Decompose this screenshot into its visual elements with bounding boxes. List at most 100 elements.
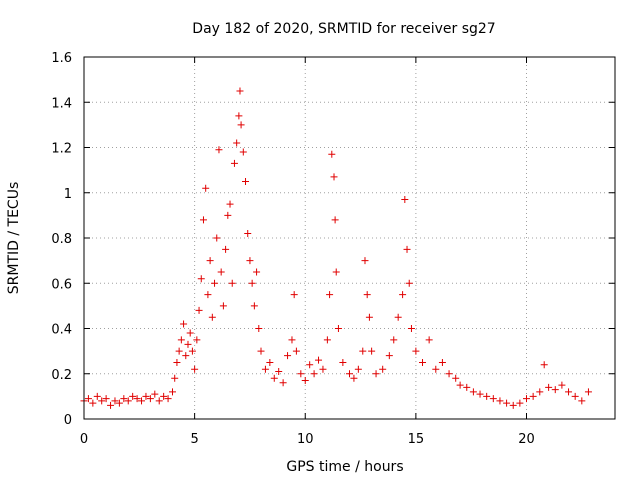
data-point bbox=[365, 313, 373, 321]
data-point bbox=[191, 365, 199, 373]
data-point bbox=[266, 358, 274, 366]
data-point bbox=[438, 358, 446, 366]
data-point bbox=[310, 370, 318, 378]
data-point bbox=[84, 395, 92, 403]
data-point bbox=[184, 340, 192, 348]
data-point bbox=[401, 196, 409, 204]
data-point bbox=[503, 399, 511, 407]
data-point bbox=[151, 390, 159, 398]
data-point bbox=[186, 329, 194, 337]
data-point bbox=[230, 159, 238, 167]
data-point bbox=[407, 325, 415, 332]
data-point bbox=[182, 352, 190, 360]
data-point bbox=[253, 268, 261, 276]
data-point bbox=[180, 320, 188, 328]
data-point bbox=[445, 370, 453, 378]
data-point bbox=[323, 336, 331, 344]
data-point bbox=[93, 392, 101, 400]
data-point bbox=[175, 347, 183, 355]
data-point bbox=[169, 388, 176, 396]
data-point bbox=[217, 268, 225, 276]
data-point bbox=[195, 306, 203, 314]
data-point bbox=[215, 146, 223, 154]
data-point bbox=[89, 399, 97, 407]
data-point bbox=[394, 313, 402, 321]
data-point bbox=[250, 302, 258, 310]
data-point bbox=[107, 401, 115, 409]
data-point bbox=[246, 257, 254, 265]
data-point bbox=[476, 390, 484, 398]
data-point bbox=[235, 112, 243, 120]
data-point bbox=[211, 279, 219, 287]
data-point bbox=[129, 392, 137, 400]
y-tick-label: 0.4 bbox=[51, 323, 72, 338]
data-point bbox=[213, 234, 221, 242]
data-point bbox=[208, 313, 216, 321]
data-point bbox=[270, 374, 278, 382]
data-point bbox=[523, 395, 530, 403]
y-tick-label: 0.8 bbox=[51, 232, 72, 247]
data-point bbox=[146, 395, 154, 403]
data-point bbox=[173, 358, 181, 366]
data-point bbox=[368, 347, 376, 355]
data-point bbox=[516, 399, 524, 407]
data-point bbox=[279, 379, 287, 387]
data-point bbox=[292, 347, 300, 355]
data-point bbox=[403, 245, 411, 253]
data-point bbox=[452, 374, 460, 382]
data-point bbox=[206, 257, 214, 265]
data-point bbox=[463, 383, 471, 391]
data-point bbox=[379, 365, 387, 373]
data-point bbox=[284, 352, 292, 360]
data-point bbox=[204, 291, 212, 299]
data-point bbox=[133, 395, 141, 403]
data-point bbox=[328, 150, 336, 158]
x-tick-label: 20 bbox=[518, 432, 535, 447]
data-point bbox=[257, 347, 265, 355]
data-point bbox=[456, 381, 464, 389]
data-point bbox=[326, 291, 334, 299]
data-point bbox=[275, 367, 283, 375]
data-point bbox=[489, 395, 497, 403]
data-point bbox=[197, 275, 205, 283]
data-point bbox=[584, 388, 592, 396]
data-point bbox=[255, 325, 263, 332]
data-point bbox=[244, 229, 252, 237]
data-point bbox=[565, 388, 573, 396]
data-point bbox=[319, 365, 327, 373]
plot-frame bbox=[83, 56, 616, 420]
data-point bbox=[177, 336, 185, 344]
data-point bbox=[571, 392, 579, 400]
data-point bbox=[578, 397, 586, 405]
data-point bbox=[237, 121, 245, 129]
data-point bbox=[551, 386, 559, 394]
data-point bbox=[160, 392, 168, 400]
y-tick-label: 0.2 bbox=[51, 368, 72, 383]
y-tick-label: 1 bbox=[64, 187, 72, 202]
data-point bbox=[558, 381, 566, 389]
data-point bbox=[120, 395, 128, 403]
data-point bbox=[193, 336, 201, 344]
x-tick-label: 15 bbox=[408, 432, 425, 447]
data-point bbox=[171, 374, 179, 382]
data-point bbox=[359, 347, 367, 355]
y-tick-label: 0.6 bbox=[51, 277, 72, 292]
data-point bbox=[115, 399, 123, 407]
data-point bbox=[372, 370, 380, 378]
y-tick-label: 0 bbox=[64, 413, 72, 428]
data-point bbox=[315, 356, 323, 364]
data-point bbox=[261, 365, 269, 373]
data-point bbox=[432, 365, 440, 373]
data-point bbox=[363, 291, 371, 299]
data-point bbox=[102, 395, 110, 403]
chart-title: Day 182 of 2020, SRMTID for receiver sg2… bbox=[192, 21, 495, 37]
data-point bbox=[297, 370, 305, 378]
data-point bbox=[425, 336, 433, 344]
data-point bbox=[199, 216, 207, 224]
data-point bbox=[224, 211, 232, 219]
data-point bbox=[226, 200, 234, 208]
data-point bbox=[219, 302, 227, 310]
data-point bbox=[529, 392, 537, 400]
data-point bbox=[202, 184, 210, 192]
